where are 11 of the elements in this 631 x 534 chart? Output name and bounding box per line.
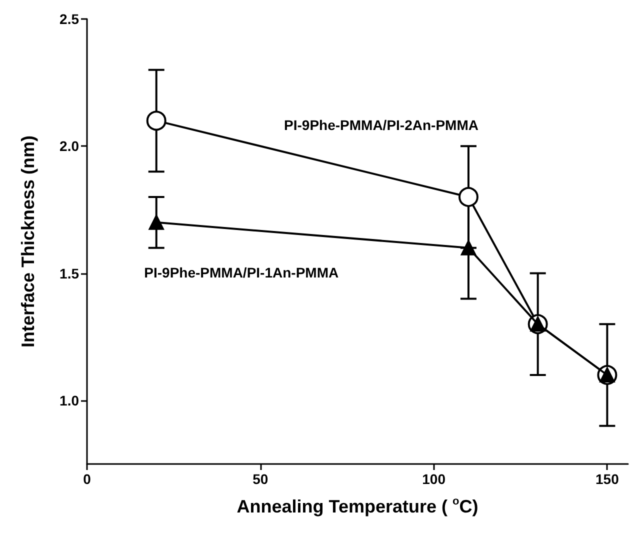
y-tick-label: 2.0 bbox=[60, 138, 80, 154]
y-tick-label: 1.0 bbox=[60, 392, 80, 408]
x-tick-label: 50 bbox=[252, 471, 268, 487]
x-tick-label: 100 bbox=[422, 471, 446, 487]
x-tick-label: 150 bbox=[596, 471, 620, 487]
x-tick-label: 0 bbox=[83, 471, 92, 487]
y-axis-title: Interface Thickness (nm) bbox=[18, 135, 38, 348]
y-tick-label: 2.5 bbox=[60, 11, 80, 27]
y-tick-label: 1.5 bbox=[60, 265, 80, 282]
series-label: PI-9Phe-PMMA/PI-1An-PMMA bbox=[144, 264, 339, 280]
series-label: PI-9Phe-PMMA/PI-2An-PMMA bbox=[284, 117, 478, 133]
